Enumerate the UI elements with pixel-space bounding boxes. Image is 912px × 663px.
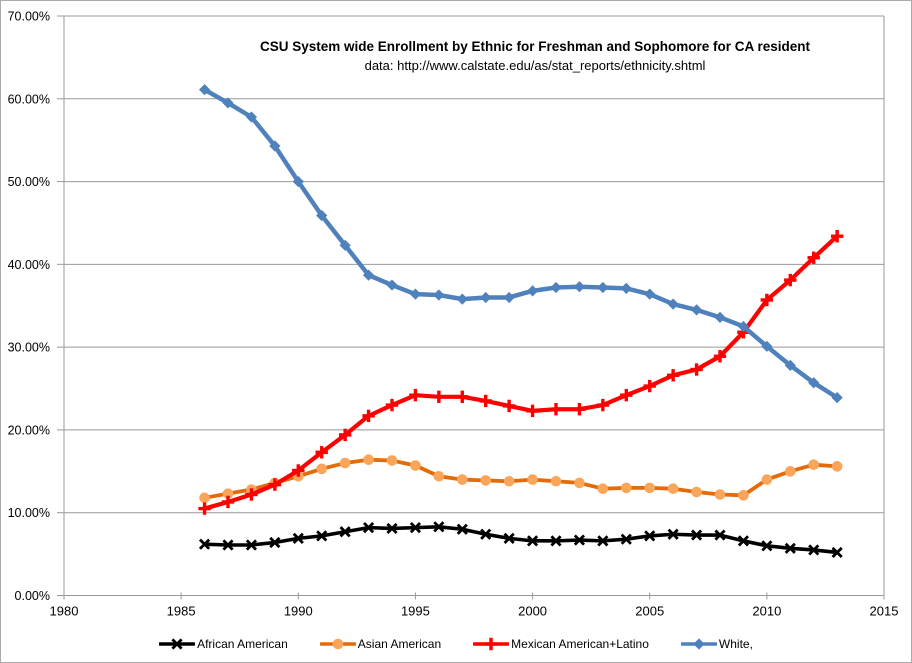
svg-text:2000: 2000 — [518, 604, 547, 619]
svg-text:70.00%: 70.00% — [8, 10, 50, 24]
series-line-african-american — [202, 524, 839, 555]
svg-text:0.00%: 0.00% — [15, 589, 50, 603]
svg-text:20.00%: 20.00% — [8, 423, 50, 437]
x-axis-labels: 1980 1985 1990 1995 2000 2005 2010 2015 — [50, 592, 899, 619]
gridlines — [57, 15, 885, 596]
series-asian-american — [199, 454, 843, 504]
circle-marker-icon — [319, 638, 356, 650]
title-block: CSU System wide Enrollment by Ethnic for… — [155, 37, 911, 75]
svg-text:1985: 1985 — [167, 604, 196, 619]
svg-text:10.00%: 10.00% — [8, 506, 50, 520]
svg-text:1990: 1990 — [284, 604, 313, 619]
plus-marker-icon — [473, 637, 510, 651]
y-axis-labels: 0.00% 10.00% 20.00% 30.00% 40.00% 50.00% 60.00… — [8, 10, 50, 604]
svg-text:50.00%: 50.00% — [8, 175, 50, 189]
legend-item-asian-american: Asian American — [319, 637, 442, 651]
series-african-american — [198, 521, 843, 559]
svg-text:2010: 2010 — [752, 604, 781, 619]
legend-label-asian-american: Asian American — [357, 637, 442, 651]
svg-text:60.00%: 60.00% — [8, 92, 50, 106]
legend-item-white: White, — [680, 637, 753, 651]
x-marker-icon — [159, 638, 196, 650]
series-white — [198, 84, 843, 404]
series-line-white — [202, 87, 840, 400]
legend-label-mexican-american-latino: Mexican American+Latino — [511, 637, 649, 651]
legend-label-white: White, — [718, 637, 753, 651]
svg-text:30.00%: 30.00% — [8, 341, 50, 355]
chart-subtitle: data: http://www.calstate.edu/as/stat_re… — [364, 58, 706, 73]
series-line-mexican-american-latino — [202, 234, 840, 511]
legend-label-african-american: African American — [197, 637, 288, 651]
legend: African American Asian American Mexican Am… — [1, 633, 911, 655]
svg-text:1980: 1980 — [50, 604, 79, 619]
series-line-asian-american — [202, 457, 840, 500]
diamond-marker-icon — [680, 638, 717, 650]
svg-text:2005: 2005 — [635, 604, 664, 619]
svg-text:2015: 2015 — [870, 604, 899, 619]
legend-item-african-american: African American — [159, 637, 288, 651]
svg-text:1995: 1995 — [401, 604, 430, 619]
legend-item-mexican-american-latino: Mexican American+Latino — [473, 637, 649, 651]
chart-title: CSU System wide Enrollment by Ethnic for… — [259, 39, 811, 54]
series-mexican-american-latino — [198, 230, 844, 515]
svg-text:40.00%: 40.00% — [8, 258, 50, 272]
